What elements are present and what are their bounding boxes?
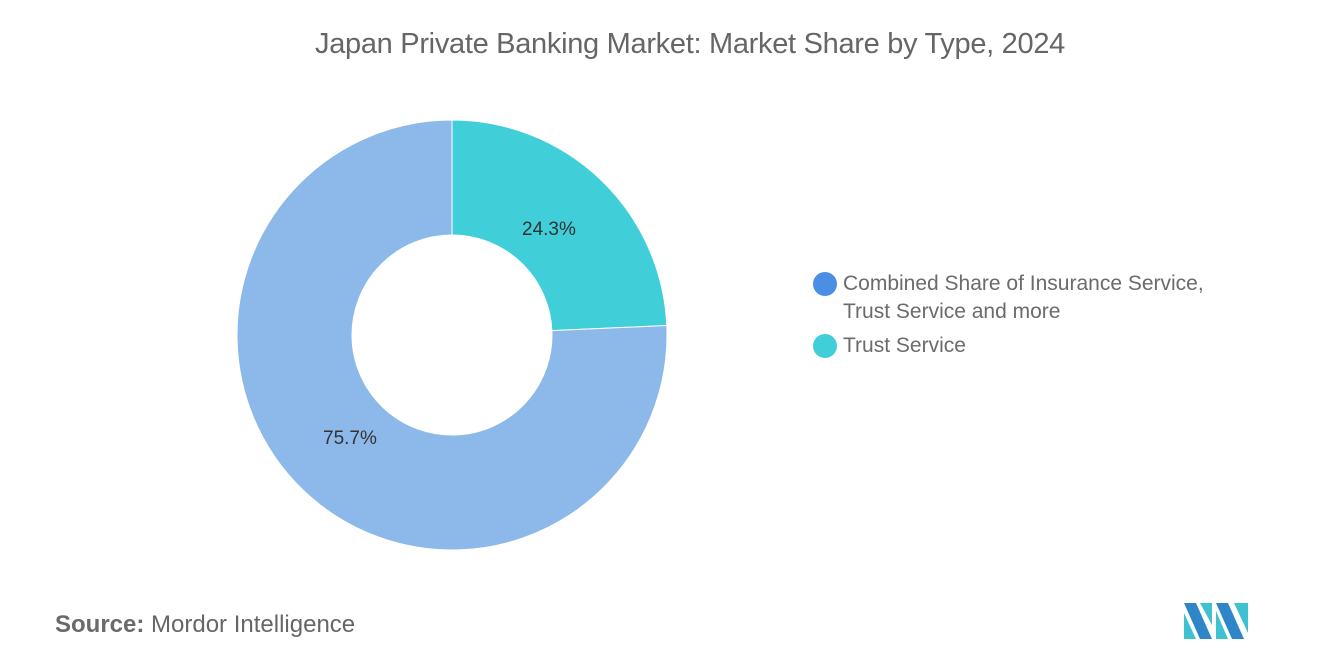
source-value: Mordor Intelligence: [151, 611, 356, 638]
slice-combined-share[interactable]: [236, 119, 668, 551]
mordor-intelligence-logo-icon: [1184, 603, 1248, 639]
legend-item-trust-service[interactable]: Trust Service: [813, 332, 1243, 360]
legend-dot-icon: [813, 334, 837, 358]
legend-label: Trust Service: [843, 334, 966, 357]
legend-item-combined-share[interactable]: Combined Share of Insurance Service, Tru…: [813, 270, 1243, 326]
legend-label: Combined Share of Insurance Service, Tru…: [843, 272, 1204, 323]
legend: Combined Share of Insurance Service, Tru…: [813, 270, 1243, 366]
source-note: Source: Mordor Intelligence: [55, 611, 355, 639]
slice-label-trust-service: 24.3%: [522, 219, 576, 240]
slice-label-combined-share: 75.7%: [323, 428, 377, 449]
slice-trust-service[interactable]: [451, 119, 668, 332]
source-label: Source:: [55, 611, 145, 638]
chart-title: Japan Private Banking Market: Market Sha…: [315, 28, 1065, 60]
legend-dot-icon: [813, 272, 837, 296]
